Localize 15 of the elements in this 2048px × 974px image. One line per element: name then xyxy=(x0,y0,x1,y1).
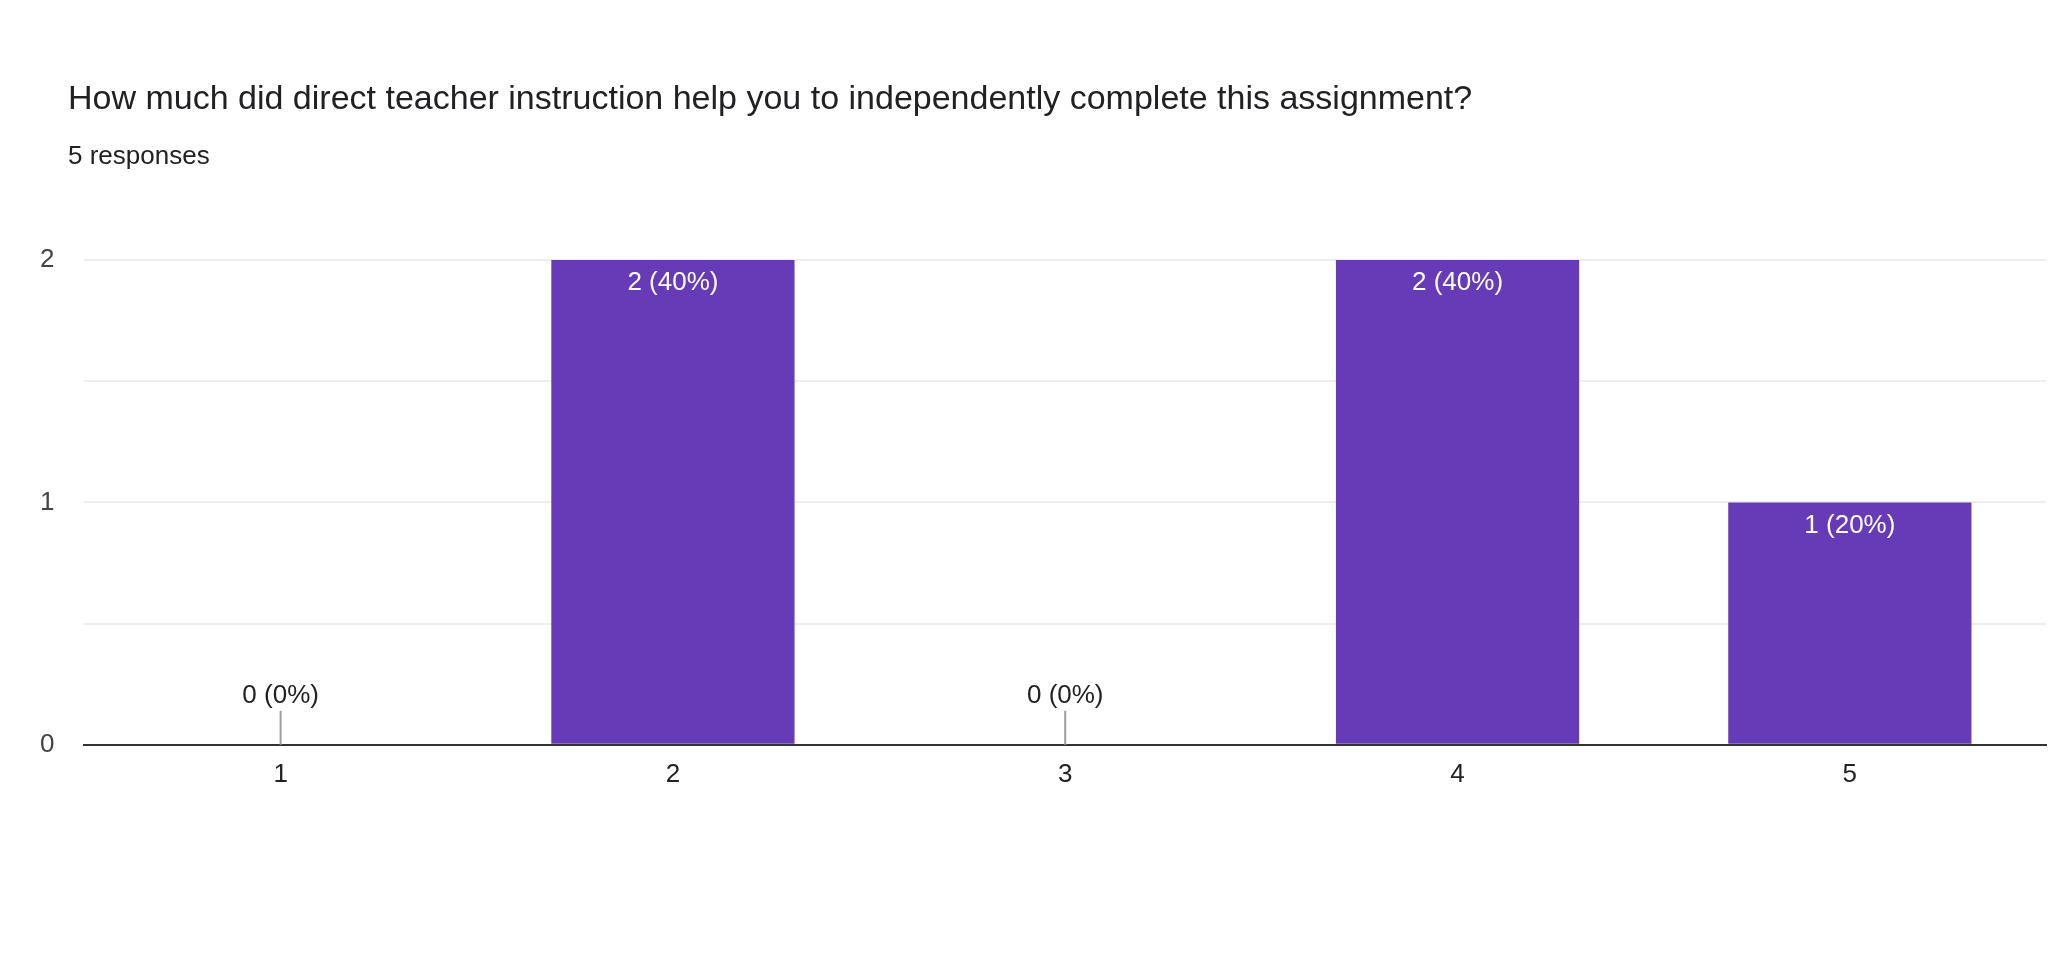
x-tick-label: 3 xyxy=(1058,757,1073,788)
chart-title: How much did direct teacher instruction help you to independently complete this assignment? xyxy=(68,78,1473,117)
data-label: 1 (20%) xyxy=(1804,508,1896,539)
x-tick-label: 5 xyxy=(1842,757,1858,788)
data-label: 0 (0%) xyxy=(242,678,319,709)
y-tick-label: 0 xyxy=(39,727,55,758)
x-tick-label: 2 xyxy=(665,757,681,788)
x-tick-label: 1 xyxy=(273,757,288,788)
chart-subtitle: 5 responses xyxy=(68,140,210,171)
data-label: 2 (40%) xyxy=(627,266,719,297)
data-label: 2 (40%) xyxy=(1412,266,1504,297)
x-tick-label: 4 xyxy=(1450,757,1465,788)
data-label: 0 (0%) xyxy=(1026,678,1104,709)
y-tick-label: 1 xyxy=(39,485,55,516)
y-tick-label: 2 xyxy=(39,243,55,274)
